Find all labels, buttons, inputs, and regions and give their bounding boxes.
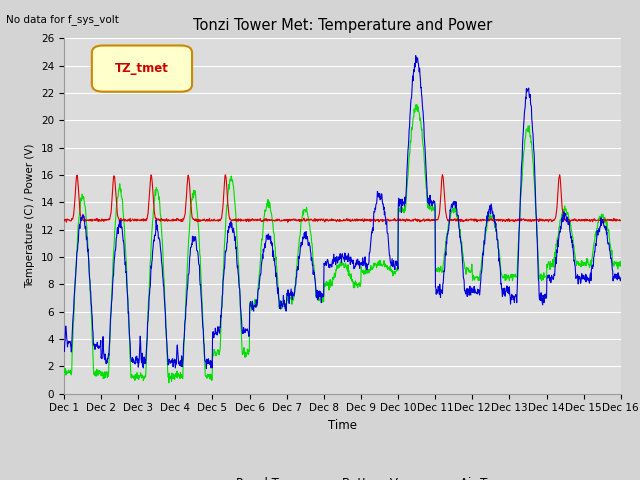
Legend: Panel T, Battery V, Air T: Panel T, Battery V, Air T — [193, 472, 492, 480]
Text: TZ_tmet: TZ_tmet — [115, 62, 169, 75]
Y-axis label: Temperature (C) / Power (V): Temperature (C) / Power (V) — [26, 144, 35, 288]
Text: No data for f_sys_volt: No data for f_sys_volt — [6, 14, 119, 25]
Title: Tonzi Tower Met: Temperature and Power: Tonzi Tower Met: Temperature and Power — [193, 18, 492, 33]
FancyBboxPatch shape — [92, 46, 192, 92]
X-axis label: Time: Time — [328, 419, 357, 432]
